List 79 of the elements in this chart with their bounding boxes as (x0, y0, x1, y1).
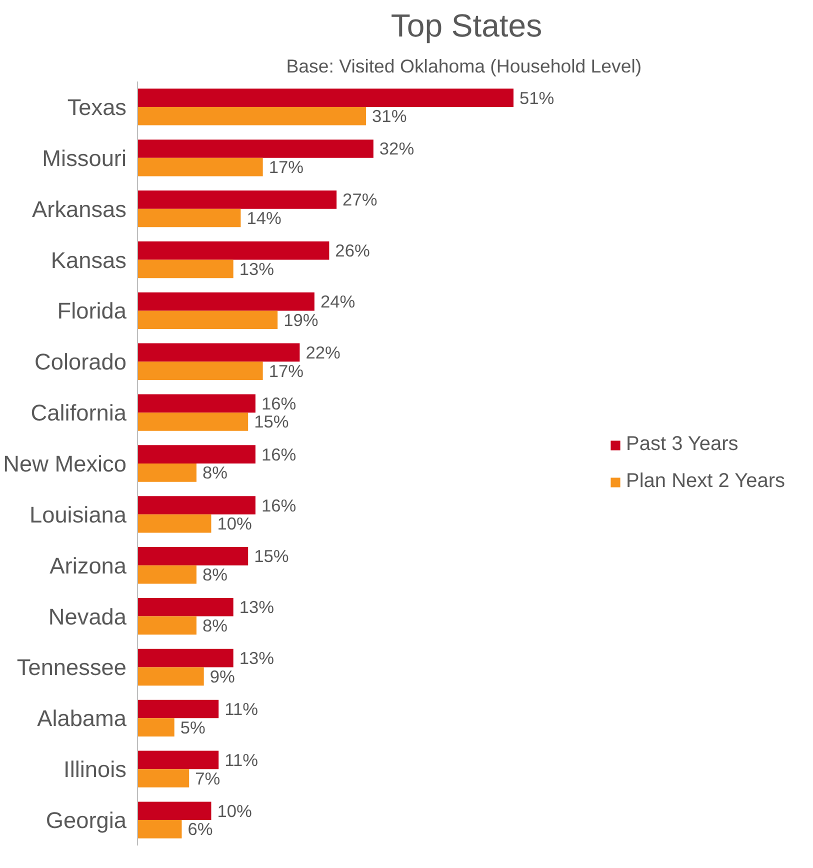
bar (138, 412, 248, 431)
data-label: 6% (188, 819, 213, 840)
data-label: 22% (306, 342, 340, 362)
bar (138, 598, 234, 616)
bar (138, 769, 190, 788)
data-label: 15% (254, 546, 289, 566)
data-label: 8% (202, 615, 228, 636)
bar (138, 362, 263, 380)
bar (138, 88, 514, 107)
bar (138, 648, 234, 668)
y-tick-label: Missouri (42, 144, 126, 171)
data-label: 17% (268, 157, 304, 178)
data-label: 7% (195, 768, 220, 788)
data-label: 8% (202, 564, 228, 585)
data-label: 11% (224, 750, 258, 770)
y-tick-label: Nevada (48, 603, 127, 630)
y-tick-label: Texas (67, 94, 127, 120)
data-label: 15% (254, 412, 289, 432)
bar (138, 394, 256, 413)
bar (138, 208, 241, 228)
bar (138, 158, 263, 176)
bar (138, 700, 219, 718)
data-label: 16% (261, 495, 296, 516)
y-tick-label: Florida (57, 298, 127, 324)
data-label: 8% (202, 462, 228, 483)
data-label: 10% (217, 800, 252, 821)
bar (138, 565, 196, 584)
bar (138, 292, 314, 311)
y-tick-label: Colorado (34, 348, 127, 375)
y-tick-label: Georgia (46, 807, 127, 834)
data-label: 31% (372, 106, 407, 126)
bar (138, 802, 212, 820)
data-label: 5% (180, 717, 206, 738)
data-label: 51% (520, 88, 554, 108)
y-tick-label: Louisiana (30, 501, 127, 528)
data-label: 19% (284, 310, 318, 330)
data-label: 16% (261, 444, 296, 464)
bar (138, 140, 374, 158)
legend-label: Plan Next 2 Years (626, 470, 785, 493)
data-label: 14% (246, 208, 282, 228)
y-tick-label: Alabama (37, 705, 127, 732)
data-label: 17% (268, 360, 304, 381)
chart-subtitle: Base: Visited Oklahoma (Household Level) (286, 56, 642, 76)
bar (138, 496, 256, 514)
y-tick-label: Tennessee (16, 654, 127, 680)
bar (138, 106, 366, 126)
bar (138, 820, 182, 838)
y-tick-label: Illinois (64, 756, 127, 782)
y-tick-label: Arizona (50, 552, 127, 578)
chart-title: Top States (390, 8, 542, 44)
data-label: 16% (261, 393, 296, 414)
bar (138, 241, 330, 260)
bar (138, 547, 248, 566)
bar (138, 190, 337, 209)
bar (138, 445, 256, 464)
bar (138, 718, 174, 737)
bar (138, 260, 234, 278)
bar (138, 667, 204, 686)
data-label: 11% (224, 699, 258, 719)
bar (138, 750, 219, 770)
y-tick-label: Arkansas (32, 196, 127, 222)
data-label: 27% (342, 190, 378, 210)
legend-label: Past 3 Years (626, 433, 738, 456)
data-label: 26% (335, 240, 370, 261)
data-label: 32% (379, 138, 414, 159)
y-tick-label: Kansas (50, 246, 127, 273)
bar (138, 616, 196, 635)
y-tick-label: New Mexico (3, 450, 127, 476)
bar (138, 343, 300, 362)
data-label: 24% (320, 292, 356, 312)
data-label: 9% (210, 666, 235, 686)
y-tick-label: California (30, 400, 127, 426)
data-label: 10% (217, 514, 252, 534)
bar (138, 464, 196, 482)
bar (138, 514, 212, 533)
data-label: 13% (239, 258, 274, 279)
bar (138, 310, 278, 330)
data-label: 13% (239, 597, 274, 618)
data-label: 13% (239, 648, 274, 668)
